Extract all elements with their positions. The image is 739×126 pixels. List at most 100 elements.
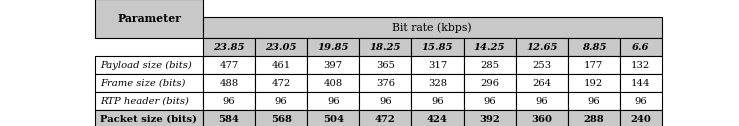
Text: 408: 408 [324,79,343,88]
Text: 317: 317 [428,61,447,70]
Bar [412,92,463,110]
Text: 12.65: 12.65 [526,43,557,52]
Bar [95,74,203,92]
Bar [307,74,359,92]
Text: 96: 96 [635,97,647,106]
Bar [95,56,203,74]
Bar [568,110,620,126]
Text: 96: 96 [379,97,392,106]
Bar [568,74,620,92]
Bar [359,110,412,126]
Text: 424: 424 [427,115,448,124]
Text: 365: 365 [376,61,395,70]
Bar [620,74,661,92]
Bar [255,56,307,74]
Text: 18.25: 18.25 [370,43,401,52]
Text: 96: 96 [535,97,548,106]
Bar [203,17,661,38]
Text: 14.25: 14.25 [474,43,505,52]
Bar [412,74,463,92]
Bar [516,56,568,74]
Text: 472: 472 [375,115,395,124]
Bar [516,92,568,110]
Bar [463,110,516,126]
Text: 392: 392 [479,115,500,124]
Text: 461: 461 [271,61,290,70]
Text: 296: 296 [480,79,499,88]
Text: 285: 285 [480,61,499,70]
Text: 96: 96 [483,97,496,106]
Text: 23.85: 23.85 [214,43,245,52]
Text: Payload size (bits): Payload size (bits) [100,61,191,70]
Text: 488: 488 [219,79,239,88]
Text: 328: 328 [428,79,447,88]
Bar [203,74,255,92]
Bar [568,92,620,110]
Bar [95,92,203,110]
Text: 264: 264 [532,79,551,88]
Bar [359,38,412,56]
Text: 472: 472 [271,79,290,88]
Bar [412,38,463,56]
Bar [255,92,307,110]
Text: 96: 96 [222,97,235,106]
Text: Parameter: Parameter [117,13,181,24]
Bar [568,56,620,74]
Bar [463,92,516,110]
Text: 23.05: 23.05 [265,43,297,52]
Bar [516,110,568,126]
Bar [620,56,661,74]
Bar [620,38,661,56]
Text: 240: 240 [630,115,651,124]
Bar [307,92,359,110]
Text: 192: 192 [584,79,604,88]
Text: Bit rate (kbps): Bit rate (kbps) [392,22,472,33]
Bar [568,38,620,56]
Bar [203,110,255,126]
Text: 8.85: 8.85 [582,43,606,52]
Text: 477: 477 [219,61,239,70]
Bar [620,92,661,110]
Bar [255,110,307,126]
Text: 6.6: 6.6 [632,43,650,52]
Text: 96: 96 [431,97,443,106]
Text: 568: 568 [270,115,291,124]
Text: 96: 96 [275,97,287,106]
Text: 360: 360 [531,115,552,124]
Text: 177: 177 [584,61,604,70]
Bar [516,38,568,56]
Bar [463,38,516,56]
Text: 96: 96 [588,97,600,106]
Bar [203,38,255,56]
Text: 504: 504 [323,115,344,124]
Text: 253: 253 [532,61,551,70]
Bar [307,56,359,74]
Text: 584: 584 [219,115,239,124]
Bar [412,56,463,74]
Text: 288: 288 [584,115,604,124]
Bar [255,74,307,92]
Bar [255,38,307,56]
Bar [203,92,255,110]
Bar [359,74,412,92]
Text: 15.85: 15.85 [422,43,453,52]
Bar [620,110,661,126]
Bar [359,56,412,74]
Bar [95,0,203,38]
Bar [516,74,568,92]
Text: 397: 397 [324,61,343,70]
Bar [307,110,359,126]
Text: 96: 96 [327,97,339,106]
Text: RTP header (bits): RTP header (bits) [100,97,188,106]
Bar [359,92,412,110]
Text: 376: 376 [376,79,395,88]
Text: 144: 144 [631,79,650,88]
Bar [307,38,359,56]
Text: 132: 132 [631,61,650,70]
Bar [463,74,516,92]
Bar [412,110,463,126]
Bar [203,56,255,74]
Text: Frame size (bits): Frame size (bits) [100,79,185,88]
Text: Packet size (bits): Packet size (bits) [100,115,197,124]
Text: 19.85: 19.85 [318,43,349,52]
